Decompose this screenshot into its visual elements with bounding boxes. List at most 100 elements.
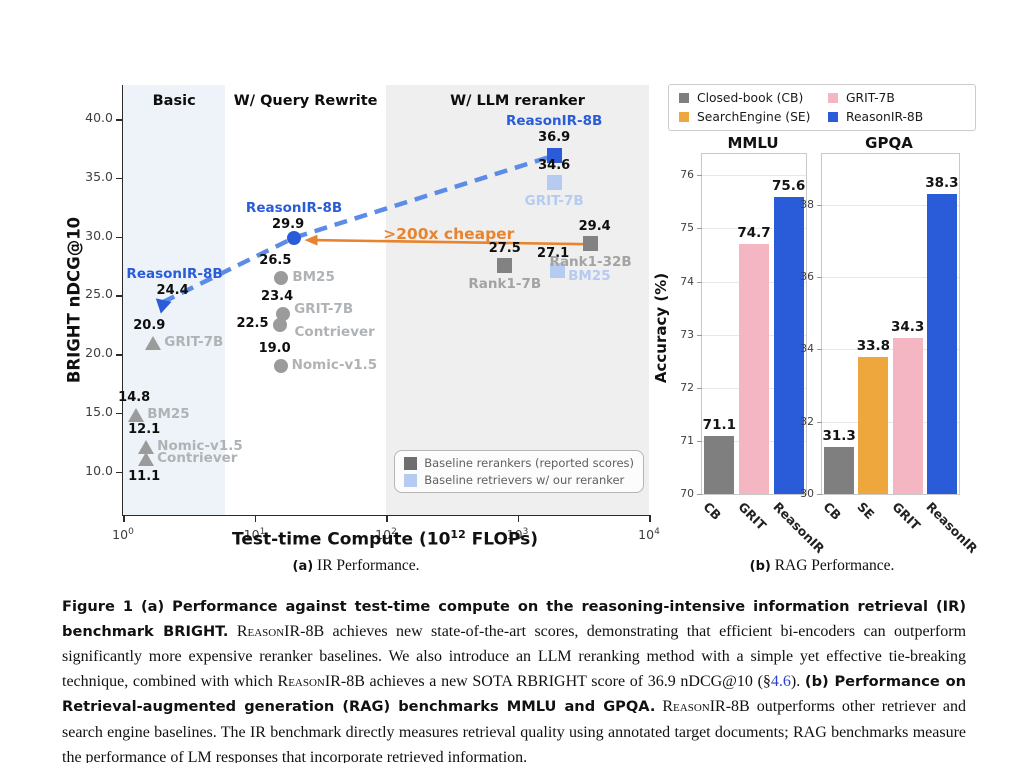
x-tick-mark: [386, 515, 388, 522]
triangle-marker-nomic-v1-5: [138, 439, 155, 454]
subcaption-a-text: IR Performance.: [317, 557, 420, 574]
y-tick-label: 15.0: [85, 403, 113, 419]
y-tick-label: 30.0: [85, 227, 113, 243]
bar-grit: [892, 338, 923, 494]
y-tick-mark: [697, 387, 702, 389]
point-name-label: Contriever: [294, 323, 375, 340]
legend-swatch: [679, 93, 689, 103]
point-value-label: 19.0: [258, 340, 291, 356]
point-value-label: 29.4: [578, 218, 611, 234]
figure-caption: Figure 1 (a) Performance against test-ti…: [62, 594, 966, 763]
bar-value-label: 38.3: [925, 174, 959, 191]
y-tick-mark: [817, 349, 822, 351]
legend-label: Closed-book (CB): [697, 91, 804, 105]
y-tick-label: 76: [680, 168, 694, 182]
point-value-label: 12.1: [128, 421, 161, 437]
x-tick-label: CB: [700, 499, 725, 523]
section-link[interactable]: 4.6: [770, 673, 791, 691]
bar-value-label: 33.8: [856, 337, 891, 354]
point-name-label: ReasonIR-8B: [126, 266, 223, 283]
caption-text: [228, 623, 236, 640]
triangle-marker-contriever: [138, 451, 155, 466]
square-marker-rank1-7b: [497, 258, 513, 274]
square-marker-rank1-32b: [583, 236, 599, 252]
bar-grit: [739, 244, 769, 494]
y-tick-label: 73: [680, 327, 694, 341]
caption-bold-a: Figure 1 (a) Performance against test-ti…: [62, 598, 966, 641]
legend-column: Closed-book (CB) SearchEngine (SE): [679, 91, 816, 124]
bar-value-label: 31.3: [822, 427, 856, 444]
bar-se: [858, 356, 889, 494]
x-tick-label: ReasonIR: [770, 499, 828, 557]
x-tick-label: GRIT: [889, 499, 924, 533]
subcaption-b-text: RAG Performance.: [774, 557, 895, 574]
legend-swatch: [404, 473, 418, 487]
y-tick-label: 20.0: [85, 345, 113, 361]
y-tick-label: 72: [680, 380, 694, 394]
circle-marker-grit-7b: [276, 307, 291, 322]
legend-label: ReasonIR-8B: [846, 110, 924, 124]
circle-marker-bm25: [274, 270, 289, 285]
subcaption-a-tag: (a): [292, 559, 314, 574]
region-label: Basic: [152, 93, 196, 109]
scatter-x-axis-label: Test-time Compute (1012 FLOPs): [232, 528, 538, 550]
point-value-label: 20.9: [133, 318, 166, 334]
gridline: [822, 204, 959, 206]
legend-swatch: [828, 93, 838, 103]
caption-reasonir: ReasonIR-8B: [236, 623, 325, 641]
legend-row: Baseline rerankers (reported scores): [404, 456, 634, 470]
caption-text: ).: [790, 673, 805, 691]
y-tick-mark: [697, 440, 702, 442]
y-tick-mark: [817, 494, 822, 495]
square-marker-reasonir-8b: [546, 147, 562, 163]
region-w-llm-reranker: W/ LLM reranker: [386, 85, 649, 515]
y-tick-label: 71: [680, 433, 694, 447]
region-w-query-rewrite: W/ Query Rewrite: [225, 85, 386, 515]
y-tick-label: 38: [800, 197, 814, 211]
point-value-label: 36.9: [538, 130, 571, 146]
y-tick-label: 75: [680, 221, 694, 235]
point-value-label: 23.4: [261, 289, 294, 305]
legend-column: GRIT-7B ReasonIR-8B: [828, 91, 965, 124]
bar-value-label: 71.1: [702, 416, 736, 433]
subcaption-b-tag: (b): [749, 559, 771, 574]
x-tick-label: 104: [638, 526, 660, 542]
caption-bold-b: (b) Performance on Retrieval-augmented g…: [62, 673, 966, 716]
gpqa-bar-chart: 30 32 34 36 38 31.3 CB 33.8 SE 34.3 GRIT 38.3 Reason…: [800, 153, 980, 556]
point-value-label: 11.1: [128, 468, 161, 484]
point-name-label: BM25: [147, 406, 190, 423]
legend-row: ReasonIR-8B: [828, 110, 965, 124]
point-value-label: 24.4: [156, 283, 189, 299]
gridline: [702, 228, 806, 230]
y-tick-mark: [116, 471, 123, 474]
legend-row: Closed-book (CB): [679, 91, 816, 105]
point-name-label: Contriever: [157, 449, 238, 466]
legend-row: Baseline retrievers w/ our reranker: [404, 473, 634, 487]
x-axis-label-suffix: FLOPs): [465, 529, 539, 550]
x-tick-label: 103: [506, 526, 529, 542]
caption-reasonir: ReasonIR-8B: [277, 673, 365, 691]
circle-marker-reasonir-8b: [287, 230, 302, 245]
legend-label: Baseline retrievers w/ our reranker: [424, 473, 625, 487]
bar-value-label: 75.6: [772, 177, 806, 194]
y-tick-mark: [697, 175, 702, 177]
x-tick-mark: [123, 515, 125, 522]
legend-swatch: [679, 112, 689, 122]
point-name-label: BM25: [292, 268, 335, 285]
y-tick-label: 30: [800, 487, 814, 500]
y-tick-mark: [116, 295, 123, 297]
y-tick-label: 25.0: [85, 286, 113, 302]
gridline: [822, 349, 959, 351]
x-tick-label: CB: [820, 499, 845, 523]
point-value-label: 34.6: [538, 157, 571, 173]
subcaption-b: (b) RAG Performance.: [750, 557, 895, 575]
y-tick-label: 35.0: [85, 168, 113, 184]
point-value-label: 14.8: [118, 390, 151, 406]
triangle-marker-grit-7b: [145, 336, 162, 351]
rag-legend: Closed-book (CB) SearchEngine (SE) GRIT-7B…: [668, 84, 976, 131]
y-tick-mark: [116, 236, 123, 239]
point-name-label: ReasonIR-8B: [505, 113, 603, 130]
point-name-label: BM25: [568, 267, 611, 284]
y-tick-mark: [817, 421, 822, 423]
point-name-label: Rank1-7B: [468, 275, 542, 292]
